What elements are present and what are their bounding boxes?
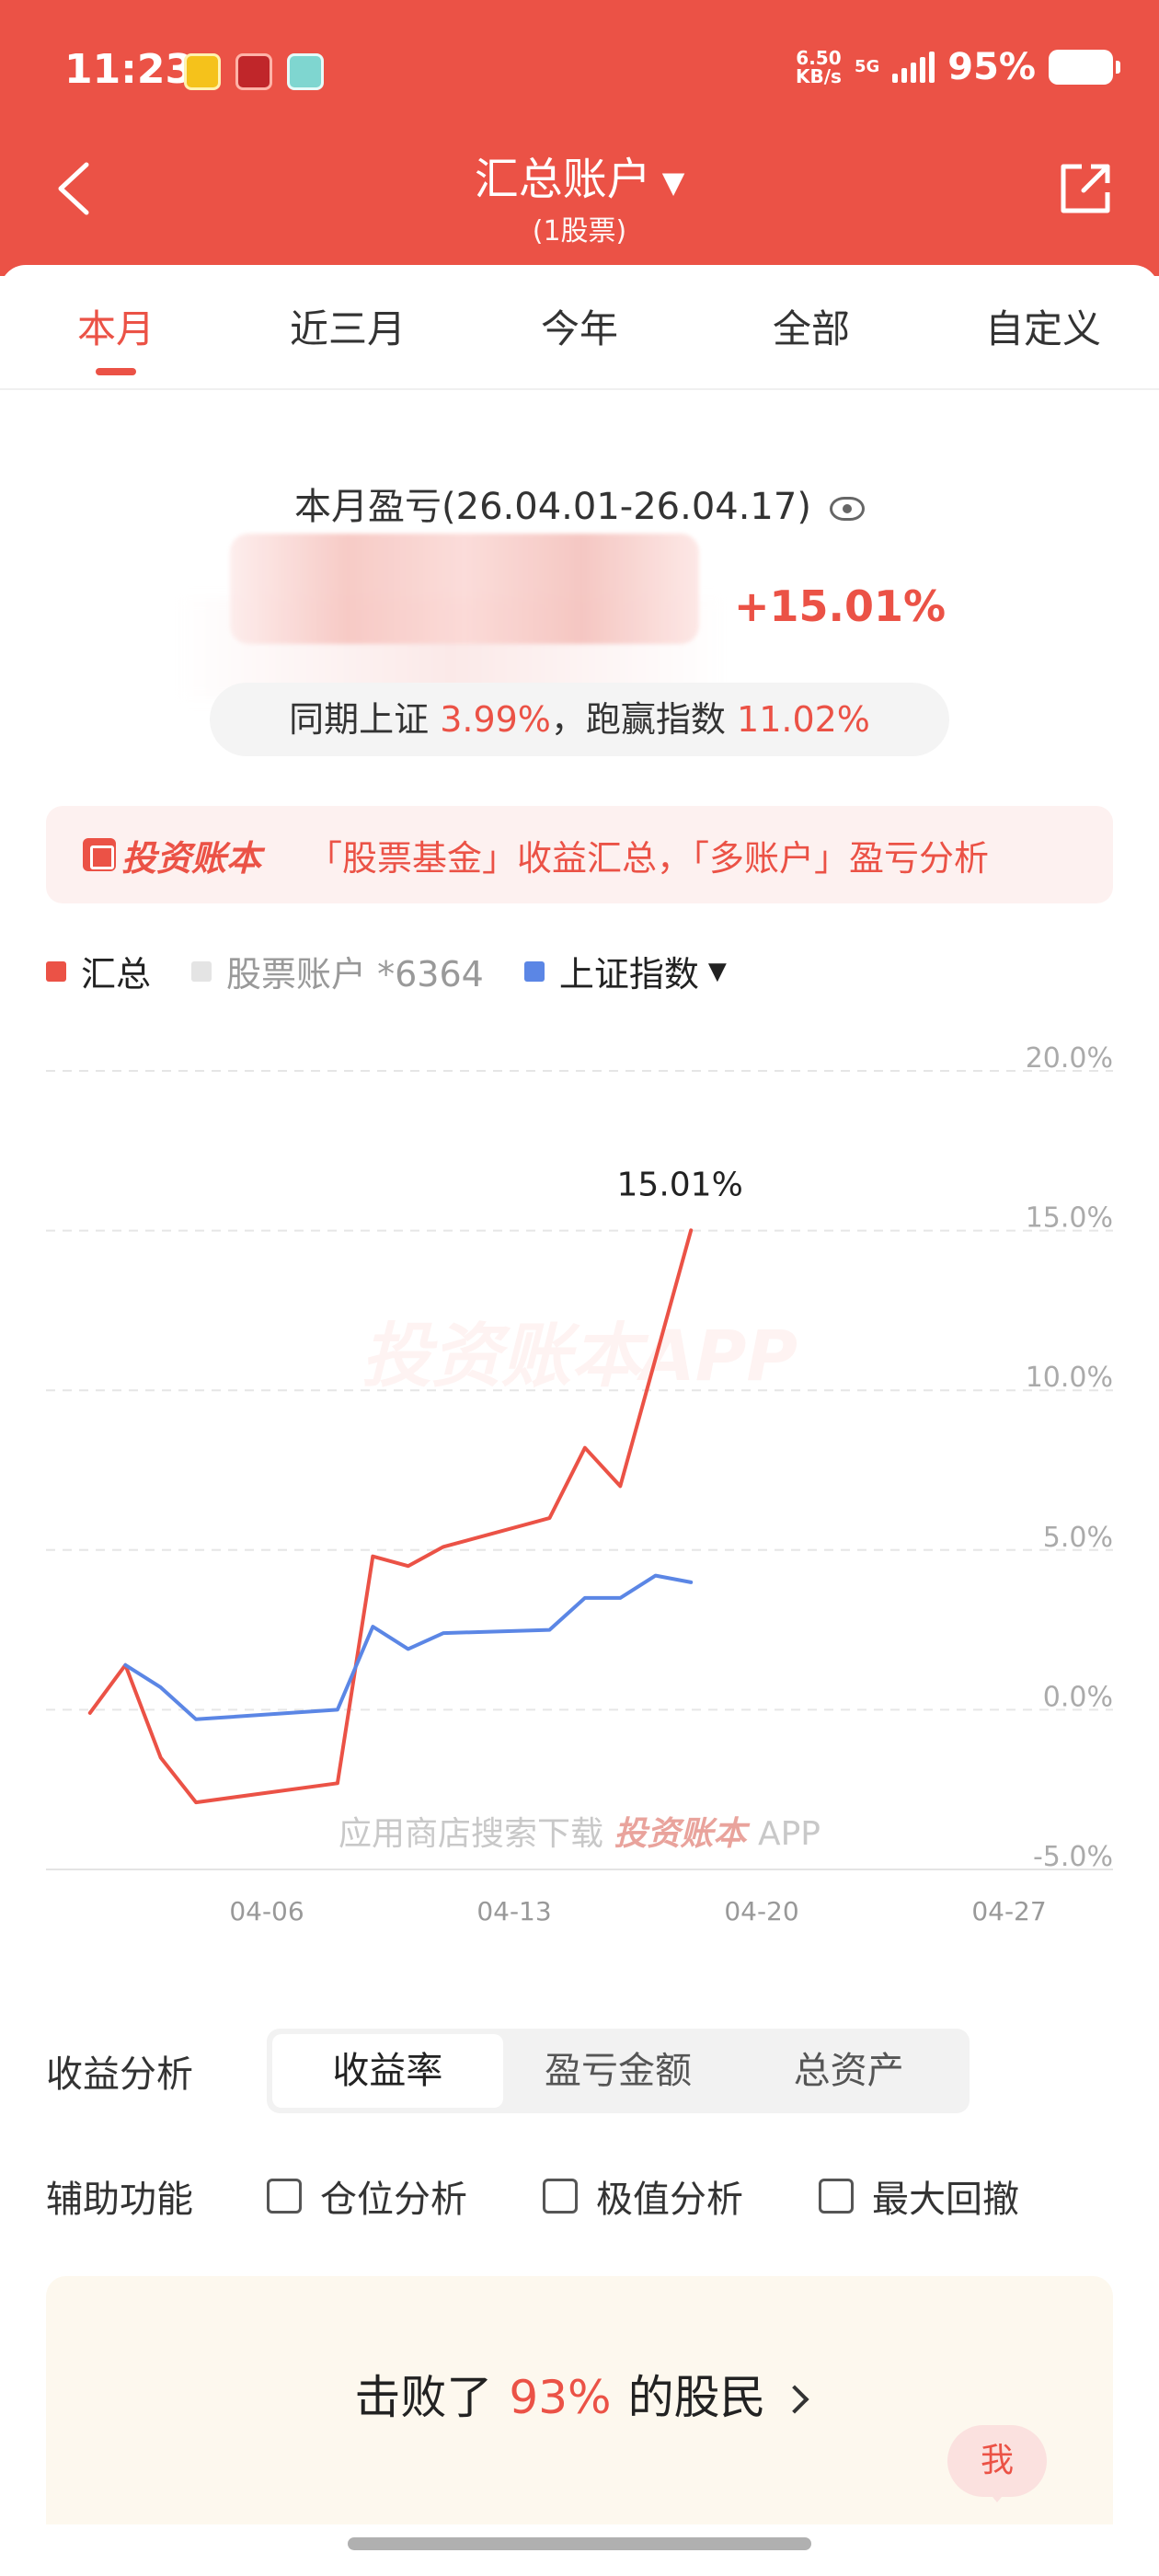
aux-row: 辅助功能 仓位分析 极值分析 最大回撤 <box>46 2155 1113 2237</box>
analysis-label: 收益分析 <box>46 2053 193 2096</box>
home-indicator <box>348 2537 811 2550</box>
footer-brand: 投资账本 <box>614 1815 758 1853</box>
dropdown-caret-icon: ▼ <box>661 165 685 200</box>
aux-label: 辅助功能 <box>46 2179 193 2221</box>
notification-app-icon <box>184 53 221 90</box>
index-compare: 同期上证 3.99%，跑赢指数 11.02% <box>210 683 949 756</box>
page-title: 汇总账户 <box>474 154 651 205</box>
beat-prefix: 击败了 <box>354 2371 493 2424</box>
beat-card[interactable]: 击败了 93% 的股民 <box>46 2276 1113 2524</box>
period-tabs: 本月 近三月 今年 全部 自定义 <box>0 265 1159 390</box>
tab-custom[interactable]: 自定义 <box>984 306 1101 351</box>
series-line-total <box>87 1228 694 1805</box>
account-selector[interactable]: 汇总账户 ▼ <box>0 143 1159 207</box>
brand-name: 投资账本 <box>121 837 262 879</box>
legend-swatch <box>523 960 545 982</box>
return-chart[interactable]: 投资账本APP 20.0% 15.0% 10.0% 5.0% 0.0% -5.0% 04-06… <box>0 1012 1159 1950</box>
y-tick-label: 10.0% <box>1026 1362 1113 1394</box>
seg-total-assets[interactable]: 总资产 <box>793 2050 904 2092</box>
net-speed: 6.50 KB/s <box>796 49 842 86</box>
chart-watermark: 投资账本APP <box>361 1315 798 1397</box>
checkbox-label: 极值分析 <box>596 2179 743 2221</box>
checkbox-label: 仓位分析 <box>320 2179 467 2221</box>
beat-percent: 93% <box>509 2371 612 2424</box>
status-time: 11:23 <box>64 46 194 93</box>
checkbox-icon <box>543 2179 578 2214</box>
analysis-segmented-control: 收益率 盈亏金额 总资产 <box>267 2029 970 2113</box>
legend-item-index[interactable]: 上证指数 ▼ <box>523 946 727 996</box>
x-tick-label: 04-06 <box>229 1896 304 1926</box>
tab-three-months[interactable]: 近三月 <box>289 306 406 351</box>
y-tick-label: -5.0% <box>1033 1841 1113 1873</box>
compare-mid: ，跑赢指数 <box>550 699 726 740</box>
brand-logo: 投资账本 <box>83 830 261 880</box>
legend-swatch <box>46 960 66 982</box>
legend-label: 汇总 <box>81 954 152 995</box>
summary-title: 本月盈亏(26.04.01-26.04.17) <box>294 486 811 528</box>
summary-title-row: 本月盈亏(26.04.01-26.04.17) <box>0 477 1159 530</box>
legend-item-total[interactable]: 汇总 <box>46 946 151 996</box>
notification-icons <box>184 53 324 90</box>
position-analysis-checkbox[interactable]: 仓位分析 <box>267 2169 467 2223</box>
net-speed-unit: KB/s <box>795 65 842 87</box>
tab-all[interactable]: 全部 <box>772 306 850 351</box>
me-bubble[interactable]: 我 <box>947 2425 1047 2502</box>
seg-pnl-amount[interactable]: 盈亏金额 <box>545 2050 692 2092</box>
page-subtitle: (1股票) <box>532 215 627 247</box>
checkbox-icon <box>267 2179 302 2214</box>
dropdown-caret-icon: ▼ <box>707 957 727 985</box>
battery-percent: 95% <box>947 46 1036 88</box>
y-tick-label: 0.0% <box>1043 1681 1113 1713</box>
y-tick-label: 5.0% <box>1043 1522 1113 1554</box>
x-tick-label: 04-13 <box>476 1896 551 1926</box>
back-arrow-icon[interactable] <box>55 161 92 216</box>
legend-item-stock-account[interactable]: 股票账户 *6364 <box>191 946 484 996</box>
footer-text: 应用商店搜索下载 <box>339 1815 614 1853</box>
index-return: 3.99% <box>440 699 551 740</box>
y-tick-label: 15.0% <box>1026 1202 1113 1235</box>
promo-banner[interactable]: 投资账本 「股票基金」收益汇总，「多账户」盈亏分析 <box>46 806 1113 903</box>
max-drawdown-checkbox[interactable]: 最大回撤 <box>819 2169 1019 2223</box>
return-percent: +15.01% <box>734 581 947 631</box>
notification-app-icon <box>287 53 324 90</box>
header: 11:23 6.50 KB/s 5G 95% 汇总账户 ▼ (1股票) <box>0 0 1159 276</box>
series-line-index <box>123 1573 694 1721</box>
seg-return-rate[interactable]: 收益率 <box>272 2034 503 2108</box>
footer-app: APP <box>758 1815 820 1853</box>
status-right: 6.50 KB/s 5G 95% <box>796 46 1120 88</box>
battery-icon <box>1049 50 1120 85</box>
share-icon[interactable] <box>1058 161 1113 216</box>
banner-text: 「股票基金」收益汇总，「多账户」盈亏分析 <box>307 837 990 879</box>
brand-logo-icon <box>83 838 116 871</box>
extreme-analysis-checkbox[interactable]: 极值分析 <box>543 2169 743 2223</box>
chevron-right-icon <box>780 2385 809 2414</box>
legend-label: 上证指数 <box>558 954 699 995</box>
chart-legend: 汇总 股票账户 *6364 上证指数 ▼ <box>46 946 767 996</box>
peak-data-label: 15.01% <box>617 1166 743 1203</box>
legend-label: 股票账户 *6364 <box>226 954 484 995</box>
eye-icon[interactable] <box>829 497 865 521</box>
notification-app-icon <box>235 53 272 90</box>
checkbox-label: 最大回撤 <box>872 2179 1019 2221</box>
compare-prefix: 同期上证 <box>289 699 430 740</box>
y-tick-label: 20.0% <box>1026 1042 1113 1075</box>
analysis-row: 收益分析 收益率 盈亏金额 总资产 <box>46 2029 1113 2113</box>
chart-footer-text: 应用商店搜索下载 投资账本 APP <box>339 1815 820 1853</box>
legend-swatch <box>191 960 212 982</box>
beat-text: 击败了 93% 的股民 <box>46 2361 1113 2427</box>
signal-icon <box>892 52 935 83</box>
net-speed-value: 6.50 <box>796 47 842 69</box>
blurred-amount <box>230 534 699 644</box>
tab-this-month[interactable]: 本月 <box>0 265 232 388</box>
outperform-return: 11.02% <box>737 699 870 740</box>
network-type: 5G <box>854 57 880 76</box>
beat-suffix: 的股民 <box>627 2371 766 2424</box>
x-tick-label: 04-20 <box>724 1896 798 1926</box>
status-bar: 11:23 6.50 KB/s 5G 95% <box>0 37 1159 110</box>
tab-this-year[interactable]: 今年 <box>540 306 618 351</box>
x-tick-label: 04-27 <box>971 1896 1046 1926</box>
checkbox-icon <box>819 2179 854 2214</box>
